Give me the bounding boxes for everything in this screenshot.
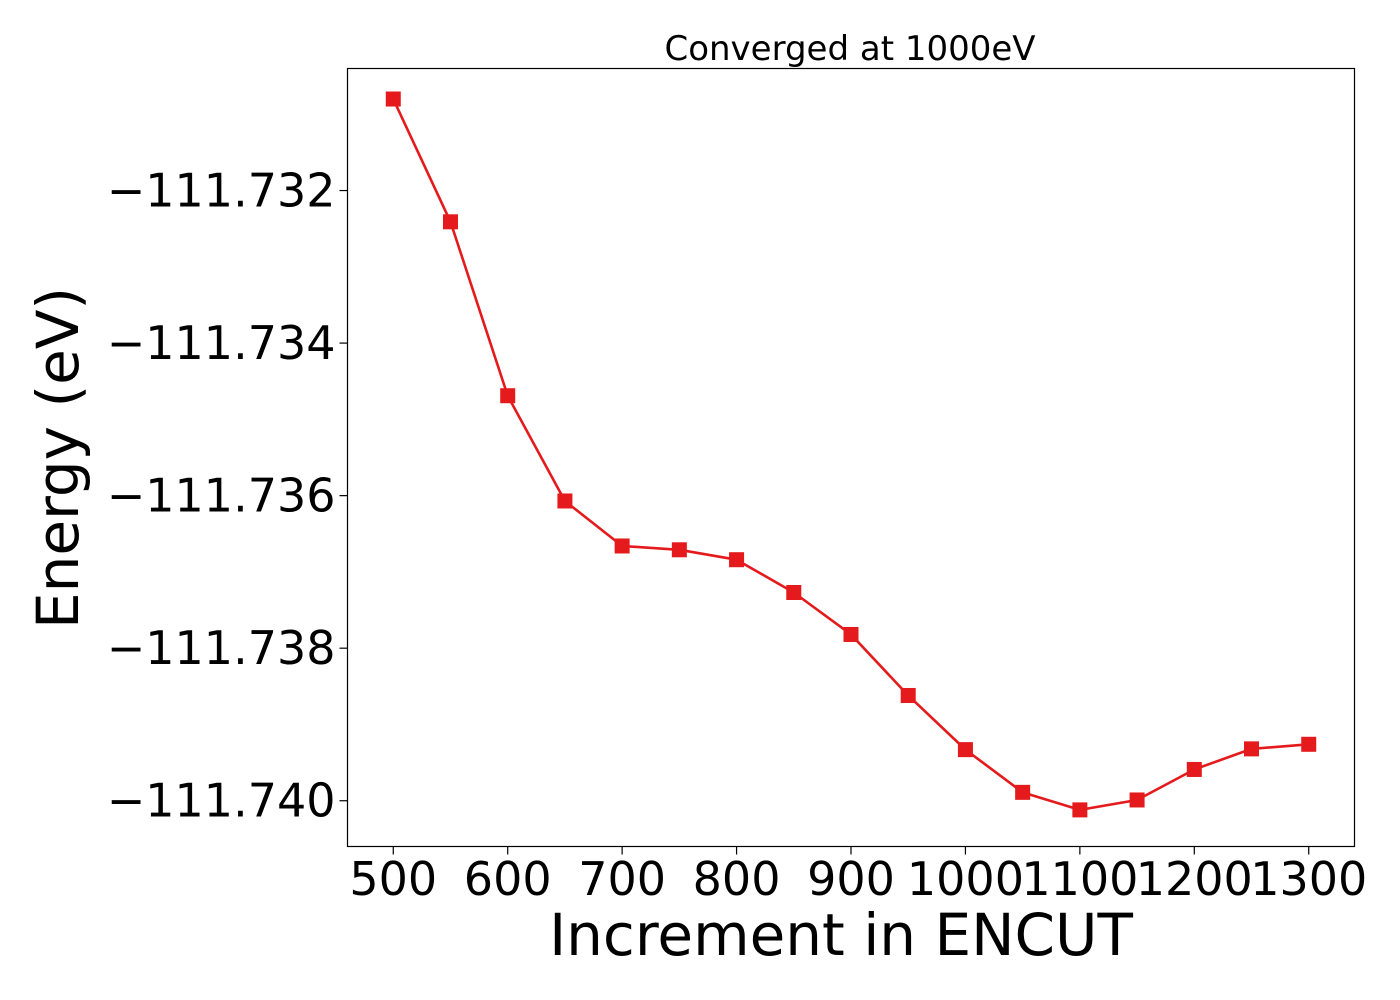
data-point-marker: [385, 91, 401, 107]
x-tick-label: 1200: [1136, 852, 1253, 906]
data-point-marker: [786, 585, 802, 601]
data-point-marker: [557, 493, 573, 509]
chart-title: Converged at 1000eV: [664, 29, 1035, 69]
data-point-marker: [1015, 784, 1031, 800]
data-point-marker: [442, 214, 458, 230]
data-point-marker: [1244, 741, 1260, 757]
y-tick-label: −111.732: [107, 164, 336, 218]
x-tick-label: 1300: [1250, 852, 1367, 906]
x-tick-label: 1100: [1021, 852, 1138, 906]
data-point-marker: [614, 538, 630, 554]
x-tick-label: 800: [693, 852, 781, 906]
data-point-marker: [900, 687, 916, 703]
x-tick-label: 1000: [907, 852, 1024, 906]
series-layer: [385, 91, 1317, 818]
data-point-marker: [957, 742, 973, 758]
x-tick-label: 700: [578, 852, 666, 906]
x-axis-title: Increment in ENCUT: [549, 901, 1133, 969]
data-point-marker: [500, 388, 516, 404]
x-tick-label: 500: [349, 852, 437, 906]
y-axis-title: Energy (eV): [24, 287, 92, 629]
y-tick-label: −111.734: [107, 316, 336, 370]
data-point-marker: [1186, 761, 1202, 777]
data-point-marker: [671, 542, 687, 558]
data-point-marker: [1072, 802, 1088, 818]
data-point-marker: [1129, 792, 1145, 808]
x-tick-label: 900: [807, 852, 895, 906]
data-point-marker: [729, 552, 745, 568]
data-point-marker: [843, 626, 859, 642]
y-tick-label: −111.740: [107, 774, 336, 828]
y-tick-label: −111.738: [107, 621, 336, 675]
plot-area-frame: [346, 67, 1356, 848]
y-tick-label: −111.736: [107, 469, 336, 523]
data-point-marker: [1301, 736, 1317, 752]
x-tick-label: 600: [464, 852, 552, 906]
series-line: [392, 98, 1309, 812]
y-axis: −111.732 −111.734 −111.736 −111.738 −111.740: [107, 164, 348, 828]
